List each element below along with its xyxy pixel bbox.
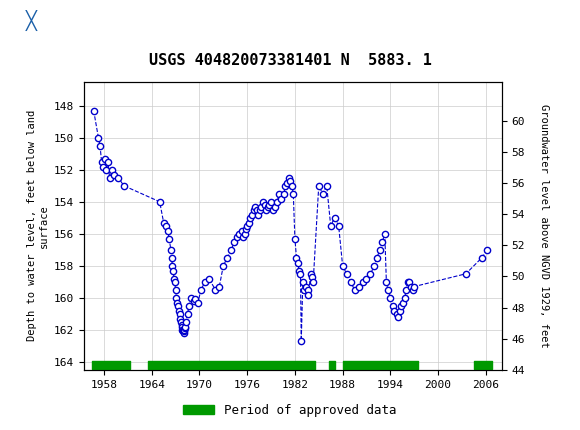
Y-axis label: Groundwater level above NGVD 1929, feet: Groundwater level above NGVD 1929, feet [539, 104, 549, 347]
Text: USGS 404820073381401 N  5883. 1: USGS 404820073381401 N 5883. 1 [148, 53, 432, 68]
Y-axis label: Depth to water level, feet below land
surface: Depth to water level, feet below land su… [27, 110, 49, 341]
Text: ╳: ╳ [26, 10, 36, 31]
Text: USGS: USGS [93, 12, 148, 29]
FancyBboxPatch shape [6, 4, 55, 37]
Legend: Period of approved data: Period of approved data [178, 399, 402, 422]
